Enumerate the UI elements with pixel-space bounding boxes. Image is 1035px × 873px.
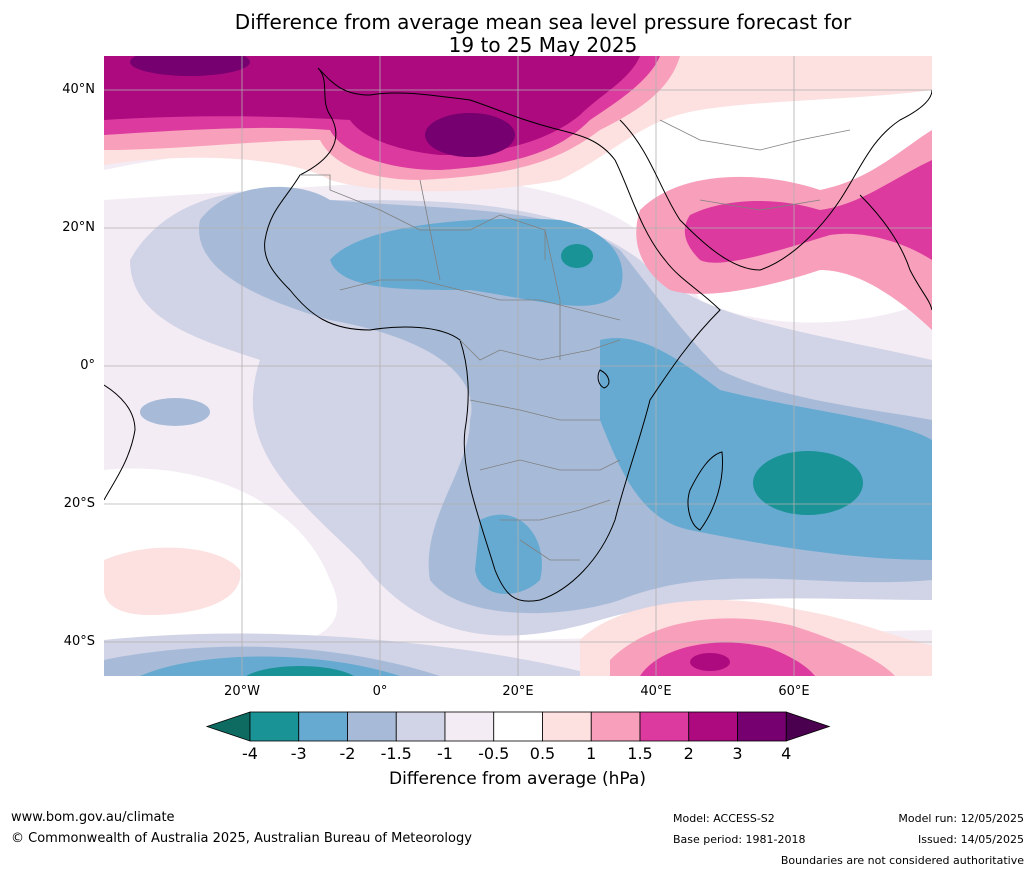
- lat-label-40s: 40°S: [63, 634, 95, 649]
- country-borders: [300, 119, 851, 561]
- colorbar-tick-label: -3: [290, 744, 307, 763]
- chart-title-line-1: Difference from average mean sea level p…: [234, 10, 852, 34]
- colorbar-tick-label: 1: [586, 744, 597, 763]
- lake-victoria: [597, 369, 610, 389]
- lat-label-equator: 0°: [80, 358, 95, 373]
- anomaly-plus-2-south: [690, 653, 730, 671]
- colorbar-segment: [590, 711, 641, 742]
- colorbar-tick-label: -1.5: [380, 744, 412, 763]
- colorbar-extend-low: [205, 711, 251, 742]
- colorbar-tick-label: -0.5: [478, 744, 510, 763]
- chart-title-line-2: 19 to 25 May 2025: [448, 33, 638, 57]
- colorbar-label: Difference from average (hPa): [389, 769, 646, 789]
- colorbar-segment: [542, 711, 592, 742]
- colorbar-tick-label: 0.5: [529, 744, 556, 763]
- anomaly-minus-2-southern-africa: [475, 514, 542, 594]
- lon-label-20e: 20°E: [502, 684, 534, 699]
- anomaly-minus-1-5-patch: [140, 398, 210, 426]
- colorbar-segment: [395, 711, 446, 742]
- colorbar-segment: [444, 711, 495, 742]
- anomaly-minus-2-sahel: [330, 218, 623, 306]
- colorbar-segment: [347, 711, 397, 742]
- footer-disclaimer: Boundaries are not considered authoritat…: [780, 854, 1024, 867]
- map-area: [104, 56, 932, 676]
- arabia-coast: [619, 89, 932, 271]
- madagascar-coast: [687, 451, 724, 531]
- lon-label-0: 0°: [372, 684, 388, 699]
- colorbar-tick-label: 4: [781, 744, 792, 763]
- lon-label-60e: 60°E: [778, 684, 810, 699]
- anomaly-minus-3-south: [246, 666, 354, 676]
- anomaly-minus-2-indian-ocean: [600, 338, 932, 560]
- colorbar-segment: [493, 711, 543, 742]
- lat-label-20n: 20°N: [62, 220, 95, 235]
- colorbar-segment: [298, 711, 348, 742]
- lon-label-40e: 40°E: [640, 684, 672, 699]
- coastlines: [104, 67, 932, 602]
- colorbar-segment: [737, 711, 787, 742]
- colorbar-tick-label: -1: [437, 744, 453, 763]
- footer-copyright: © Commonwealth of Australia 2025, Austra…: [11, 831, 472, 846]
- footer-website[interactable]: www.bom.gov.au/climate: [11, 810, 175, 825]
- anomaly-plus-1-5-arabia: [684, 160, 932, 263]
- graticule: [104, 56, 932, 676]
- footer-model-run: Model run: 12/05/2025: [898, 812, 1024, 825]
- colorbar-tick-label: 2: [683, 744, 694, 763]
- anomaly-plus-3-atlantic: [130, 56, 250, 76]
- south-america-coast: [104, 384, 136, 501]
- anomaly-minus-3-indian-ocean: [753, 451, 863, 515]
- colorbar-tick-label: 3: [732, 744, 743, 763]
- colorbar-segments: [205, 711, 831, 742]
- footer-model: Model: ACCESS-S2: [673, 812, 775, 825]
- colorbar-tick-label: -4: [242, 744, 258, 763]
- anomaly-plus-3-mediterranean: [425, 113, 515, 157]
- colorbar-segment: [688, 711, 738, 742]
- colorbar-tick-label: -2: [339, 744, 356, 763]
- footer-issued: Issued: 14/05/2025: [917, 833, 1024, 846]
- footer-base-period: Base period: 1981-2018: [673, 833, 806, 846]
- lat-label-40n: 40°N: [62, 82, 95, 97]
- lat-label-20s: 20°S: [63, 496, 95, 511]
- colorbar-segment: [249, 711, 300, 742]
- anomaly-minus-3-sahara: [561, 244, 593, 268]
- anomaly-plus-0-5-south-atlantic: [104, 547, 241, 615]
- colorbar-segment: [639, 711, 690, 742]
- india-coast: [859, 194, 932, 311]
- colorbar-extend-high: [785, 711, 831, 742]
- lon-label-20w: 20°W: [224, 684, 260, 699]
- colorbar-tick-label: 1.5: [627, 744, 653, 763]
